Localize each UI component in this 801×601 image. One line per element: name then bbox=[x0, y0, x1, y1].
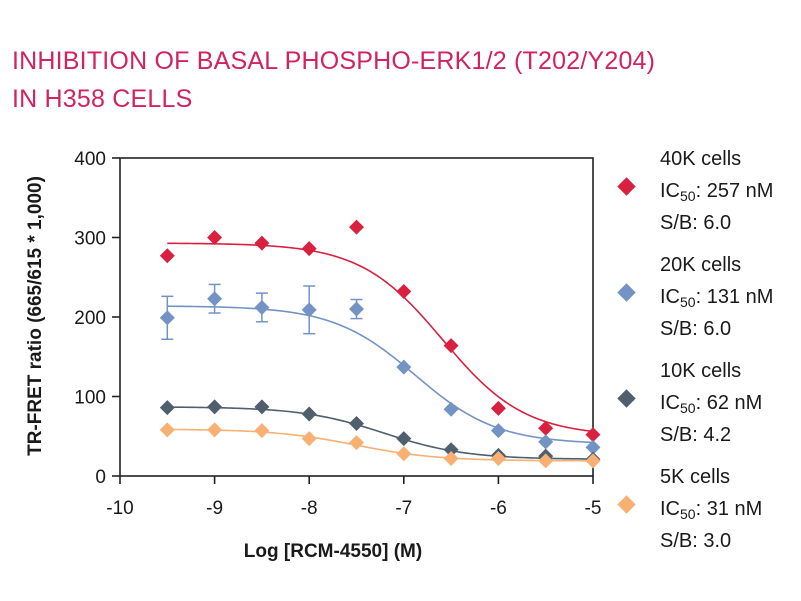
data-point bbox=[301, 302, 317, 318]
data-point bbox=[396, 446, 412, 462]
legend-ic50-subscript: 50 bbox=[680, 294, 696, 310]
data-point bbox=[585, 453, 601, 469]
legend-ic50-value: : 257 nM bbox=[695, 180, 774, 202]
legend-ic50-subscript: 50 bbox=[680, 188, 696, 204]
legend-item: 5K cells IC50: 31 nM S/B: 3.0 bbox=[612, 461, 797, 567]
data-point bbox=[490, 451, 506, 467]
legend-sb-ratio: S/B: 4.2 bbox=[660, 424, 732, 446]
legend-series-name: 5K cells bbox=[660, 466, 731, 488]
data-point bbox=[254, 423, 270, 439]
data-point bbox=[396, 359, 412, 375]
chart-title-line-2: IN H358 CELLS bbox=[12, 85, 193, 113]
data-point bbox=[443, 401, 459, 417]
data-point bbox=[538, 434, 554, 450]
data-point bbox=[301, 431, 317, 447]
fit-curves bbox=[167, 242, 594, 462]
x-tick-label: -7 bbox=[395, 498, 412, 519]
legend-sb-ratio: S/B: 6.0 bbox=[660, 318, 732, 340]
legend-ic50-label: IC bbox=[660, 286, 680, 308]
data-point bbox=[443, 451, 459, 467]
legend-item: 20K cells IC50: 131 nM S/B: 6.0 bbox=[612, 249, 797, 355]
data-point bbox=[159, 310, 175, 326]
y-tick-label: 100 bbox=[74, 388, 106, 409]
data-point bbox=[585, 427, 601, 443]
legend-ic50-label: IC bbox=[660, 392, 680, 414]
y-tick-label: 200 bbox=[74, 308, 106, 329]
data-point bbox=[538, 420, 554, 436]
legend-marker-diamond-icon bbox=[617, 177, 636, 196]
legend-marker-diamond-icon bbox=[617, 389, 636, 408]
data-point bbox=[349, 435, 364, 451]
x-tick-label: -6 bbox=[490, 498, 507, 519]
legend-text: 5K cells IC50: 31 nM S/B: 3.0 bbox=[660, 461, 762, 557]
data-point bbox=[301, 241, 317, 257]
y-tick-label: 400 bbox=[74, 149, 106, 170]
data-point bbox=[159, 422, 175, 438]
legend-series-name: 20K cells bbox=[660, 254, 742, 276]
legend-marker-diamond-icon bbox=[617, 495, 636, 514]
data-point bbox=[443, 442, 459, 458]
legend-ic50-value: : 62 nM bbox=[695, 392, 763, 414]
data-point bbox=[585, 439, 601, 455]
data-point bbox=[254, 299, 270, 315]
legend-marker-diamond-icon bbox=[617, 283, 636, 302]
legend-sb-ratio: S/B: 6.0 bbox=[660, 212, 732, 234]
x-axis-label: Log [RCM-4550] (M) bbox=[244, 541, 422, 562]
fit-curve-0 bbox=[167, 242, 594, 433]
legend-ic50: IC50: 62 nM bbox=[660, 387, 762, 419]
y-tick-label: 0 bbox=[95, 467, 106, 488]
legend-text: 10K cells IC50: 62 nM S/B: 4.2 bbox=[660, 355, 762, 451]
legend-text: 40K cells IC50: 257 nM S/B: 6.0 bbox=[660, 143, 773, 239]
data-point bbox=[159, 400, 175, 416]
legend-ic50-label: IC bbox=[660, 180, 680, 202]
chart-title-line-1: INHIBITION OF BASAL PHOSPHO-ERK1/2 (T202… bbox=[12, 47, 656, 75]
data-point bbox=[349, 301, 364, 317]
y-tick-label: 300 bbox=[74, 229, 106, 250]
data-point bbox=[349, 219, 364, 235]
fit-curve-1 bbox=[167, 305, 594, 444]
legend-ic50-subscript: 50 bbox=[680, 400, 696, 416]
data-point bbox=[443, 338, 459, 354]
x-tick-label: -9 bbox=[206, 498, 223, 519]
legend-sb-ratio: S/B: 3.0 bbox=[660, 530, 732, 552]
legend-item: 10K cells IC50: 62 nM S/B: 4.2 bbox=[612, 355, 797, 461]
fit-curve-3 bbox=[167, 428, 594, 462]
x-tick-label: -10 bbox=[106, 498, 133, 519]
data-point bbox=[207, 291, 223, 307]
data-point bbox=[396, 431, 412, 447]
legend-text: 20K cells IC50: 131 nM S/B: 6.0 bbox=[660, 249, 773, 345]
data-point bbox=[490, 423, 506, 439]
y-axis-label: TR-FRET ratio (665/615 * 1,000) bbox=[25, 176, 46, 456]
data-point bbox=[254, 235, 270, 251]
fit-curve-2 bbox=[167, 406, 594, 460]
data-point bbox=[207, 399, 223, 415]
data-points bbox=[159, 219, 601, 469]
legend-ic50: IC50: 31 nM bbox=[660, 493, 762, 525]
legend-ic50-subscript: 50 bbox=[680, 506, 696, 522]
legend-ic50-label: IC bbox=[660, 498, 680, 520]
legend-ic50: IC50: 257 nM bbox=[660, 175, 773, 207]
legend-ic50: IC50: 131 nM bbox=[660, 281, 773, 313]
legend-series-name: 40K cells bbox=[660, 148, 742, 170]
legend-ic50-value: : 131 nM bbox=[695, 286, 774, 308]
data-point bbox=[396, 284, 412, 300]
x-tick-label: -8 bbox=[301, 498, 318, 519]
data-point bbox=[207, 230, 223, 245]
data-point bbox=[538, 453, 554, 469]
data-point bbox=[159, 248, 175, 264]
data-point bbox=[254, 399, 270, 415]
data-point bbox=[490, 400, 506, 416]
chart-title: INHIBITION OF BASAL PHOSPHO-ERK1/2 (T202… bbox=[12, 42, 801, 118]
legend-item: 40K cells IC50: 257 nM S/B: 6.0 bbox=[612, 143, 797, 249]
data-point bbox=[301, 406, 317, 422]
x-tick-label: -5 bbox=[585, 498, 602, 519]
legend-ic50-value: : 31 nM bbox=[695, 498, 763, 520]
legend-series-name: 10K cells bbox=[660, 360, 742, 382]
axes: -10 -9 -8 -7 -6 -5 0 100 200 300 400 bbox=[74, 149, 601, 519]
data-point bbox=[207, 422, 223, 438]
data-point bbox=[349, 416, 364, 432]
